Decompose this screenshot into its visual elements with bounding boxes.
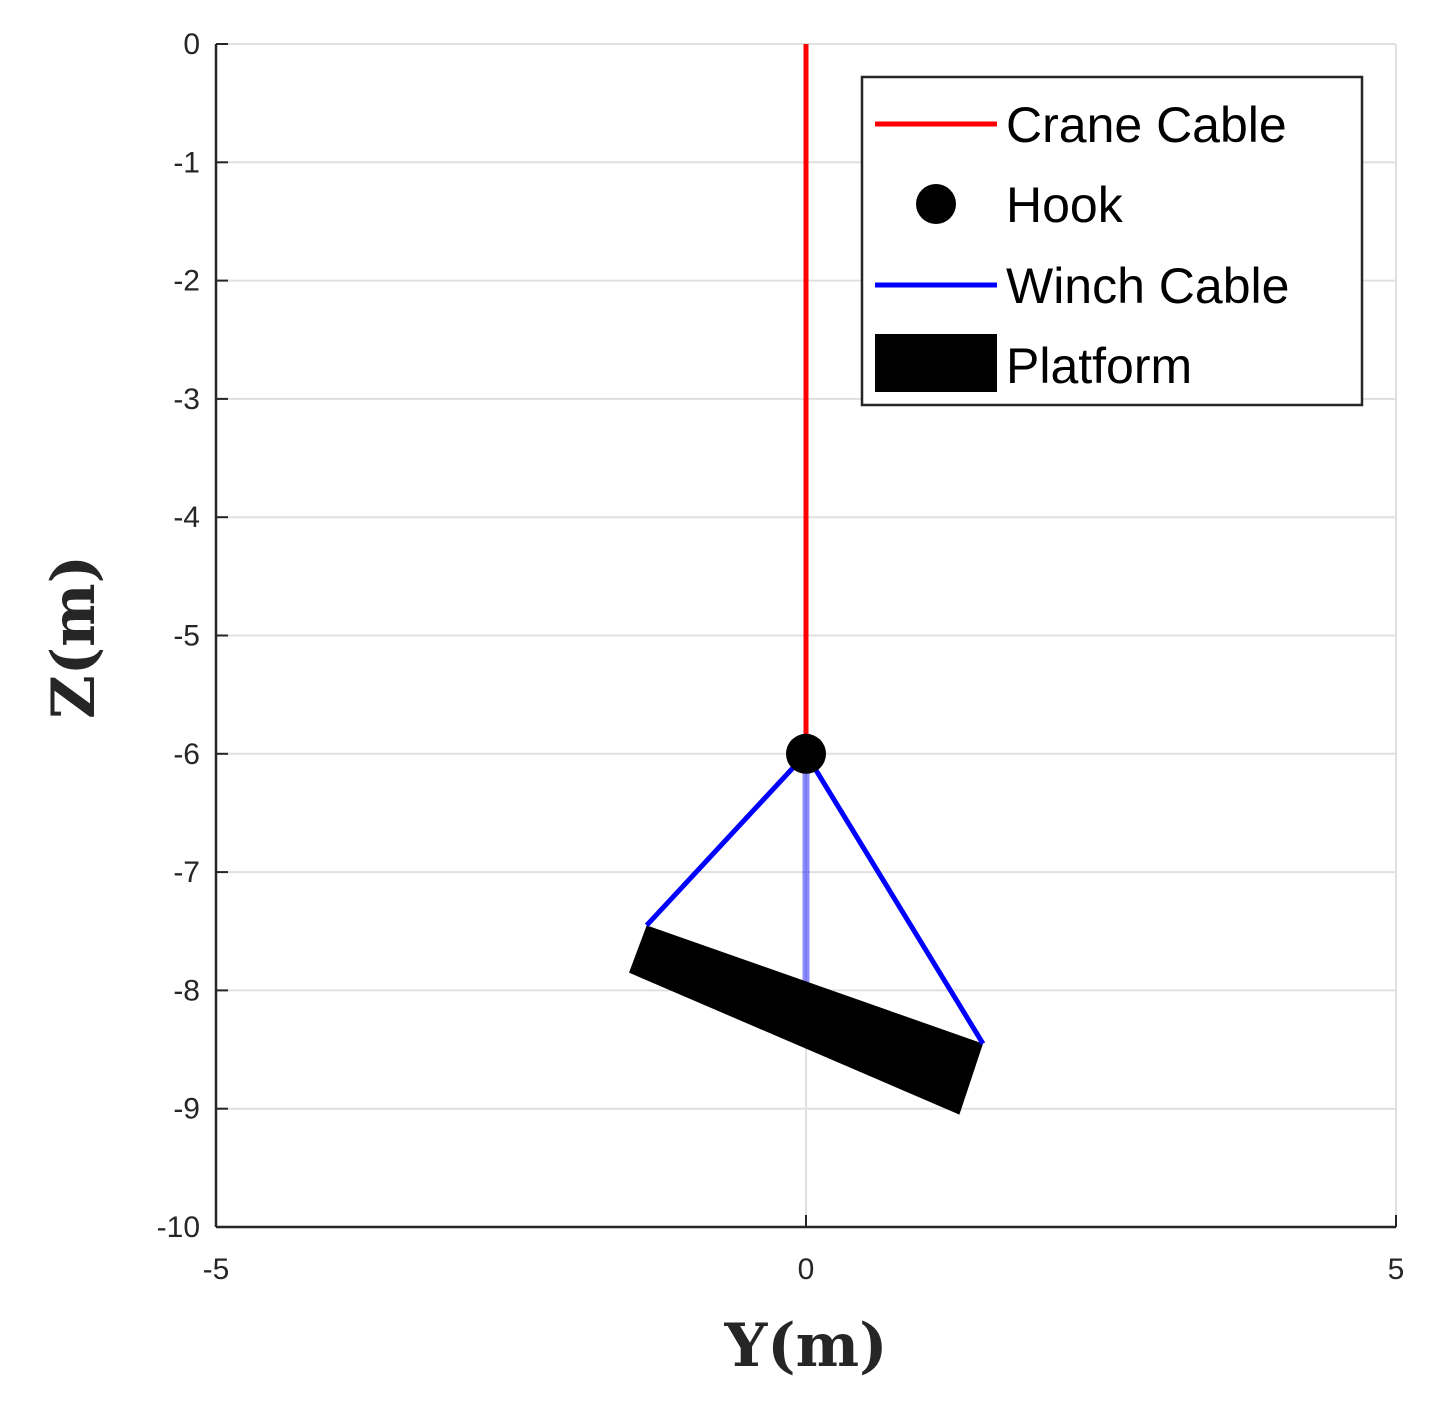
x-tick-label: -5 [203, 1253, 230, 1286]
x-tick-label: 0 [798, 1253, 815, 1286]
y-tick-label: -1 [173, 146, 200, 179]
y-tick-label: -5 [173, 620, 200, 653]
legend-swatch-marker [916, 184, 956, 224]
ticks: 0-1-2-3-4-5-6-7-8-9-10-5 0 5 [157, 28, 1405, 1286]
legend-entry-label: Winch Cable [1006, 258, 1289, 314]
legend-entry-label: Crane Cable [1006, 97, 1287, 153]
y-tick-label: -6 [173, 738, 200, 771]
y-axis-label: Z(m) [39, 555, 109, 719]
legend-entry-label: Platform [1006, 338, 1192, 394]
y-tick-label: -9 [173, 1093, 200, 1126]
x-tick-label: 5 [1388, 1253, 1405, 1286]
y-tick-label: 0 [183, 28, 200, 61]
legend-entry-label: Hook [1006, 177, 1124, 233]
y-tick-label: -8 [173, 974, 200, 1007]
y-tick-label: -10 [157, 1211, 200, 1244]
y-tick-label: -4 [173, 501, 200, 534]
y-tick-label: -7 [173, 856, 200, 889]
y-tick-label: -3 [173, 383, 200, 416]
platform-shape [629, 925, 983, 1115]
legend-swatch-patch [875, 334, 997, 392]
y-tick-label: -2 [173, 265, 200, 298]
plot-elements [629, 44, 986, 1115]
x-axis-label: Y(m) [723, 1311, 887, 1381]
hook-marker [786, 733, 826, 774]
legend: Crane Cable Hook Winch Cable Platform [860, 75, 1364, 407]
